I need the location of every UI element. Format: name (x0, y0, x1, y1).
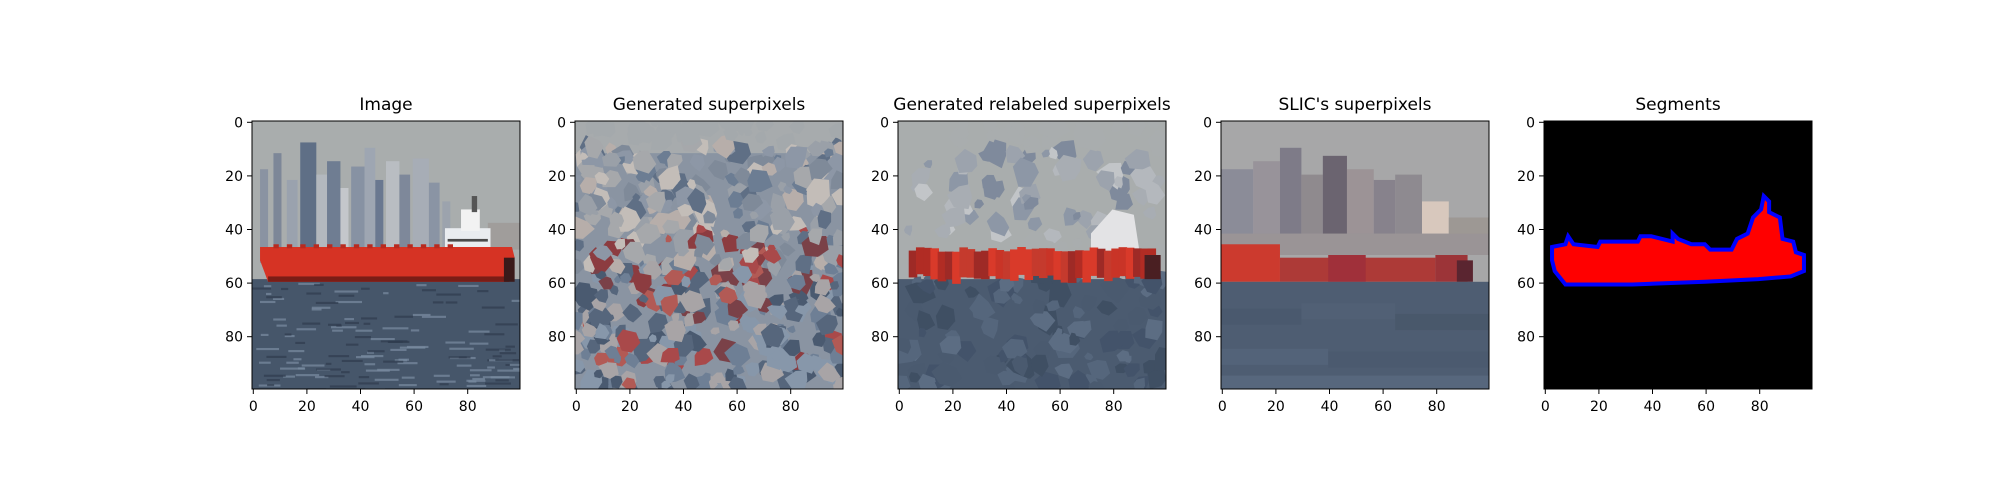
x-tick-label: 60 (405, 399, 423, 415)
x-tick-label: 80 (1105, 399, 1123, 415)
axes-frame (897, 120, 1167, 390)
y-tick-label: 60 (548, 276, 566, 292)
y-tick-label: 40 (225, 223, 243, 239)
y-tick-label: 0 (557, 115, 566, 131)
x-tick-label: 40 (675, 399, 693, 415)
y-tick-label: 80 (871, 330, 889, 346)
y-tick-label: 80 (1517, 330, 1535, 346)
x-tick-label: 60 (1051, 399, 1069, 415)
x-tick-label: 0 (895, 399, 904, 415)
axes-frame (1220, 120, 1490, 390)
y-tick-label: 0 (1203, 115, 1212, 131)
x-tick-label: 60 (728, 399, 746, 415)
x-tick-label: 80 (782, 399, 800, 415)
x-tick-label: 60 (1697, 399, 1715, 415)
x-tick-label: 20 (298, 399, 316, 415)
y-tick-label: 20 (1194, 169, 1212, 185)
x-tick-label: 20 (1267, 399, 1285, 415)
axes-frame (1543, 120, 1813, 390)
y-tick-label: 40 (871, 223, 889, 239)
x-tick-label: 0 (572, 399, 581, 415)
superpixels-image (575, 121, 843, 389)
y-tick-label: 80 (1194, 330, 1212, 346)
x-tick-label: 80 (1751, 399, 1769, 415)
slic-image (1221, 121, 1489, 389)
x-tick-label: 20 (1590, 399, 1608, 415)
panel-title: Segments (1635, 95, 1721, 115)
y-tick-label: 60 (225, 276, 243, 292)
panel-segments: Segments 0 20 40 60 80 0 20 40 60 80 (1517, 95, 1813, 415)
panel-photo: Image 0 20 40 60 80 0 20 40 60 80 (225, 95, 521, 415)
x-tick-label: 0 (1541, 399, 1550, 415)
y-tick-label: 0 (234, 115, 243, 131)
y-tick-label: 20 (225, 169, 243, 185)
y-tick-label: 20 (548, 169, 566, 185)
y-tick-label: 80 (225, 330, 243, 346)
panel-title: Generated superpixels (613, 95, 806, 115)
y-tick-label: 40 (548, 223, 566, 239)
panel-superpixels: Generated superpixels 0 20 40 60 80 0 20 40 60 80 (548, 95, 844, 415)
x-tick-label: 40 (1644, 399, 1662, 415)
x-tick-label: 0 (249, 399, 258, 415)
y-tick-label: 20 (871, 169, 889, 185)
y-tick-label: 80 (548, 330, 566, 346)
x-tick-label: 80 (459, 399, 477, 415)
panel-slic: SLIC's superpixels 0 20 40 60 80 0 20 40 60 80 (1194, 95, 1490, 415)
x-tick-label: 40 (998, 399, 1016, 415)
y-tick-label: 40 (1517, 223, 1535, 239)
axes-frame (574, 120, 844, 390)
y-tick-label: 40 (1194, 223, 1212, 239)
axes-frame (251, 120, 521, 390)
panel-title: Generated relabeled superpixels (893, 95, 1171, 115)
x-tick-label: 0 (1218, 399, 1227, 415)
y-tick-label: 20 (1517, 169, 1535, 185)
relabeled-image (898, 121, 1166, 389)
y-tick-label: 0 (1526, 115, 1535, 131)
x-tick-label: 60 (1374, 399, 1392, 415)
panel-title: Image (359, 95, 412, 115)
x-tick-label: 20 (944, 399, 962, 415)
segments-image (1544, 121, 1812, 389)
y-tick-label: 0 (880, 115, 889, 131)
y-tick-label: 60 (1517, 276, 1535, 292)
x-tick-label: 20 (621, 399, 639, 415)
x-tick-label: 40 (352, 399, 370, 415)
y-tick-label: 60 (871, 276, 889, 292)
y-tick-label: 60 (1194, 276, 1212, 292)
x-tick-label: 40 (1321, 399, 1339, 415)
panel-title: SLIC's superpixels (1278, 95, 1431, 115)
x-tick-label: 80 (1428, 399, 1446, 415)
photo-image (252, 121, 520, 389)
